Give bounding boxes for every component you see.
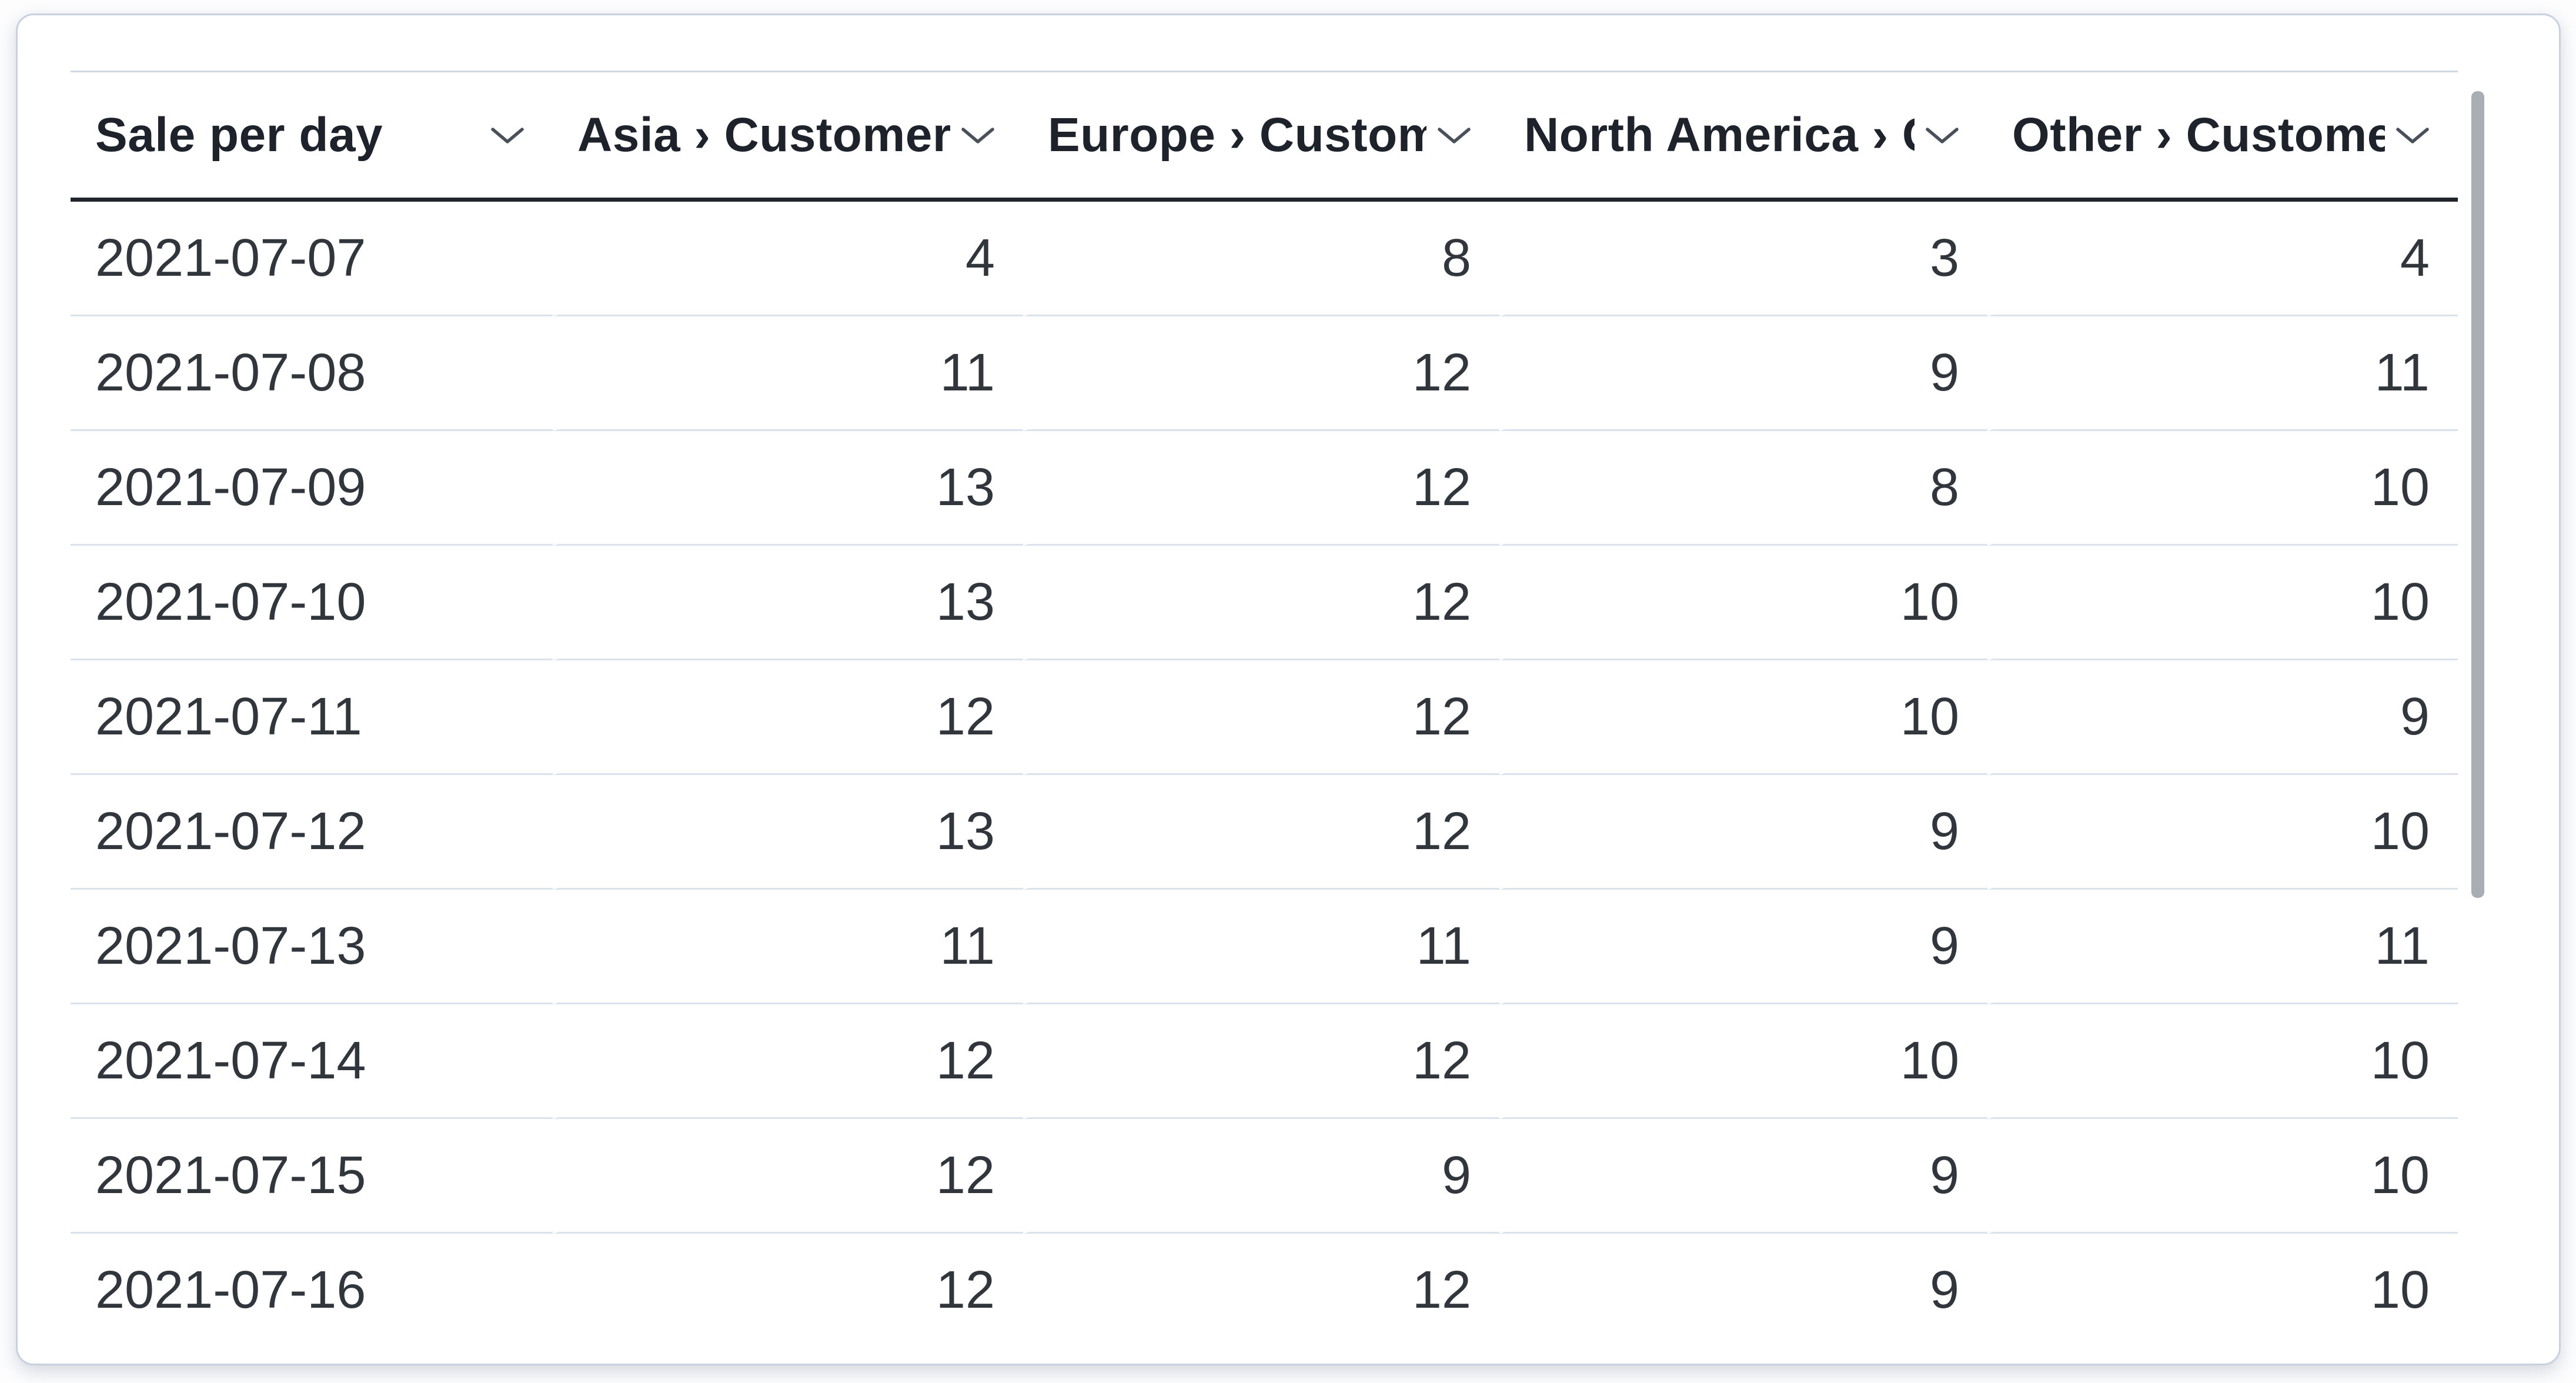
table-row: 2021-07-13 11 11 9 11 bbox=[71, 890, 2458, 1004]
value-cell[interactable]: 13 bbox=[553, 775, 1023, 890]
date-cell[interactable]: 2021-07-16 bbox=[71, 1234, 553, 1348]
value-cell[interactable]: 11 bbox=[1987, 316, 2458, 431]
value-cell[interactable]: 12 bbox=[1023, 1004, 1499, 1119]
value-cell[interactable]: 11 bbox=[553, 890, 1023, 1004]
table-row: 2021-07-09 13 12 8 10 bbox=[71, 431, 2458, 546]
table-body: 2021-07-07 4 8 3 4 2021-07-08 11 12 9 11 2021-07-0… bbox=[71, 202, 2458, 1348]
date-cell[interactable]: 2021-07-10 bbox=[71, 546, 553, 660]
table-card: Sale per day Asia › Customers bbox=[16, 14, 2561, 1365]
chevron-down-icon bbox=[491, 127, 524, 143]
value-cell[interactable]: 11 bbox=[1023, 890, 1499, 1004]
value-cell[interactable]: 4 bbox=[1987, 202, 2458, 316]
vertical-scrollbar-thumb[interactable] bbox=[2471, 91, 2484, 898]
value-cell[interactable]: 12 bbox=[1023, 1234, 1499, 1348]
value-cell[interactable]: 10 bbox=[1987, 1234, 2458, 1348]
value-cell[interactable]: 10 bbox=[1499, 660, 1987, 775]
date-cell[interactable]: 2021-07-11 bbox=[71, 660, 553, 775]
column-header-europe-customers[interactable]: Europe › Customers bbox=[1023, 71, 1499, 202]
value-cell[interactable]: 10 bbox=[1987, 1119, 2458, 1234]
column-header-north-america-customers[interactable]: North America › Customers bbox=[1499, 71, 1987, 202]
column-header-label: Europe › Customers bbox=[1048, 108, 1426, 162]
value-cell[interactable]: 13 bbox=[553, 431, 1023, 546]
chevron-down-icon bbox=[1926, 127, 1959, 143]
value-cell[interactable]: 9 bbox=[1499, 1119, 1987, 1234]
column-header-label: Asia › Customers bbox=[577, 108, 950, 162]
value-cell[interactable]: 8 bbox=[1499, 431, 1987, 546]
value-cell[interactable]: 12 bbox=[553, 660, 1023, 775]
date-cell[interactable]: 2021-07-12 bbox=[71, 775, 553, 890]
table-container: Sale per day Asia › Customers bbox=[71, 71, 2458, 1348]
value-cell[interactable]: 9 bbox=[1499, 775, 1987, 890]
value-cell[interactable]: 3 bbox=[1499, 202, 1987, 316]
table-row: 2021-07-14 12 12 10 10 bbox=[71, 1004, 2458, 1119]
value-cell[interactable]: 12 bbox=[553, 1234, 1023, 1348]
value-cell[interactable]: 10 bbox=[1987, 1004, 2458, 1119]
value-cell[interactable]: 11 bbox=[553, 316, 1023, 431]
value-cell[interactable]: 9 bbox=[1499, 890, 1987, 1004]
value-cell[interactable]: 10 bbox=[1987, 546, 2458, 660]
value-cell[interactable]: 4 bbox=[553, 202, 1023, 316]
chevron-down-icon bbox=[1438, 127, 1471, 143]
table-row: 2021-07-11 12 12 10 9 bbox=[71, 660, 2458, 775]
date-cell[interactable]: 2021-07-13 bbox=[71, 890, 553, 1004]
chevron-down-icon bbox=[2396, 127, 2429, 143]
table-row: 2021-07-15 12 9 9 10 bbox=[71, 1119, 2458, 1234]
date-cell[interactable]: 2021-07-15 bbox=[71, 1119, 553, 1234]
value-cell[interactable]: 13 bbox=[553, 546, 1023, 660]
value-cell[interactable]: 10 bbox=[1987, 775, 2458, 890]
value-cell[interactable]: 12 bbox=[553, 1119, 1023, 1234]
value-cell[interactable]: 8 bbox=[1023, 202, 1499, 316]
table-row: 2021-07-08 11 12 9 11 bbox=[71, 316, 2458, 431]
table-row: 2021-07-10 13 12 10 10 bbox=[71, 546, 2458, 660]
column-header-other-customers[interactable]: Other › Customers bbox=[1987, 71, 2458, 202]
column-header-asia-customers[interactable]: Asia › Customers bbox=[553, 71, 1023, 202]
value-cell[interactable]: 12 bbox=[1023, 316, 1499, 431]
data-table: Sale per day Asia › Customers bbox=[71, 71, 2458, 1348]
value-cell[interactable]: 10 bbox=[1499, 546, 1987, 660]
value-cell[interactable]: 9 bbox=[1987, 660, 2458, 775]
value-cell[interactable]: 10 bbox=[1499, 1004, 1987, 1119]
value-cell[interactable]: 10 bbox=[1987, 431, 2458, 546]
value-cell[interactable]: 12 bbox=[1023, 775, 1499, 890]
table-row: 2021-07-12 13 12 9 10 bbox=[71, 775, 2458, 890]
column-header-label: North America › Customers bbox=[1524, 108, 1915, 162]
value-cell[interactable]: 9 bbox=[1499, 316, 1987, 431]
value-cell[interactable]: 11 bbox=[1987, 890, 2458, 1004]
value-cell[interactable]: 9 bbox=[1499, 1234, 1987, 1348]
date-cell[interactable]: 2021-07-08 bbox=[71, 316, 553, 431]
date-cell[interactable]: 2021-07-09 bbox=[71, 431, 553, 546]
table-row: 2021-07-16 12 12 9 10 bbox=[71, 1234, 2458, 1348]
table-header-row: Sale per day Asia › Customers bbox=[71, 71, 2458, 202]
chevron-down-icon bbox=[961, 127, 994, 143]
column-header-label: Sale per day bbox=[95, 108, 383, 162]
column-header-label: Other › Customers bbox=[2012, 108, 2385, 162]
date-cell[interactable]: 2021-07-07 bbox=[71, 202, 553, 316]
value-cell[interactable]: 12 bbox=[1023, 660, 1499, 775]
column-header-sale-per-day[interactable]: Sale per day bbox=[71, 71, 553, 202]
value-cell[interactable]: 12 bbox=[553, 1004, 1023, 1119]
value-cell[interactable]: 12 bbox=[1023, 546, 1499, 660]
value-cell[interactable]: 9 bbox=[1023, 1119, 1499, 1234]
value-cell[interactable]: 12 bbox=[1023, 431, 1499, 546]
table-row: 2021-07-07 4 8 3 4 bbox=[71, 202, 2458, 316]
date-cell[interactable]: 2021-07-14 bbox=[71, 1004, 553, 1119]
